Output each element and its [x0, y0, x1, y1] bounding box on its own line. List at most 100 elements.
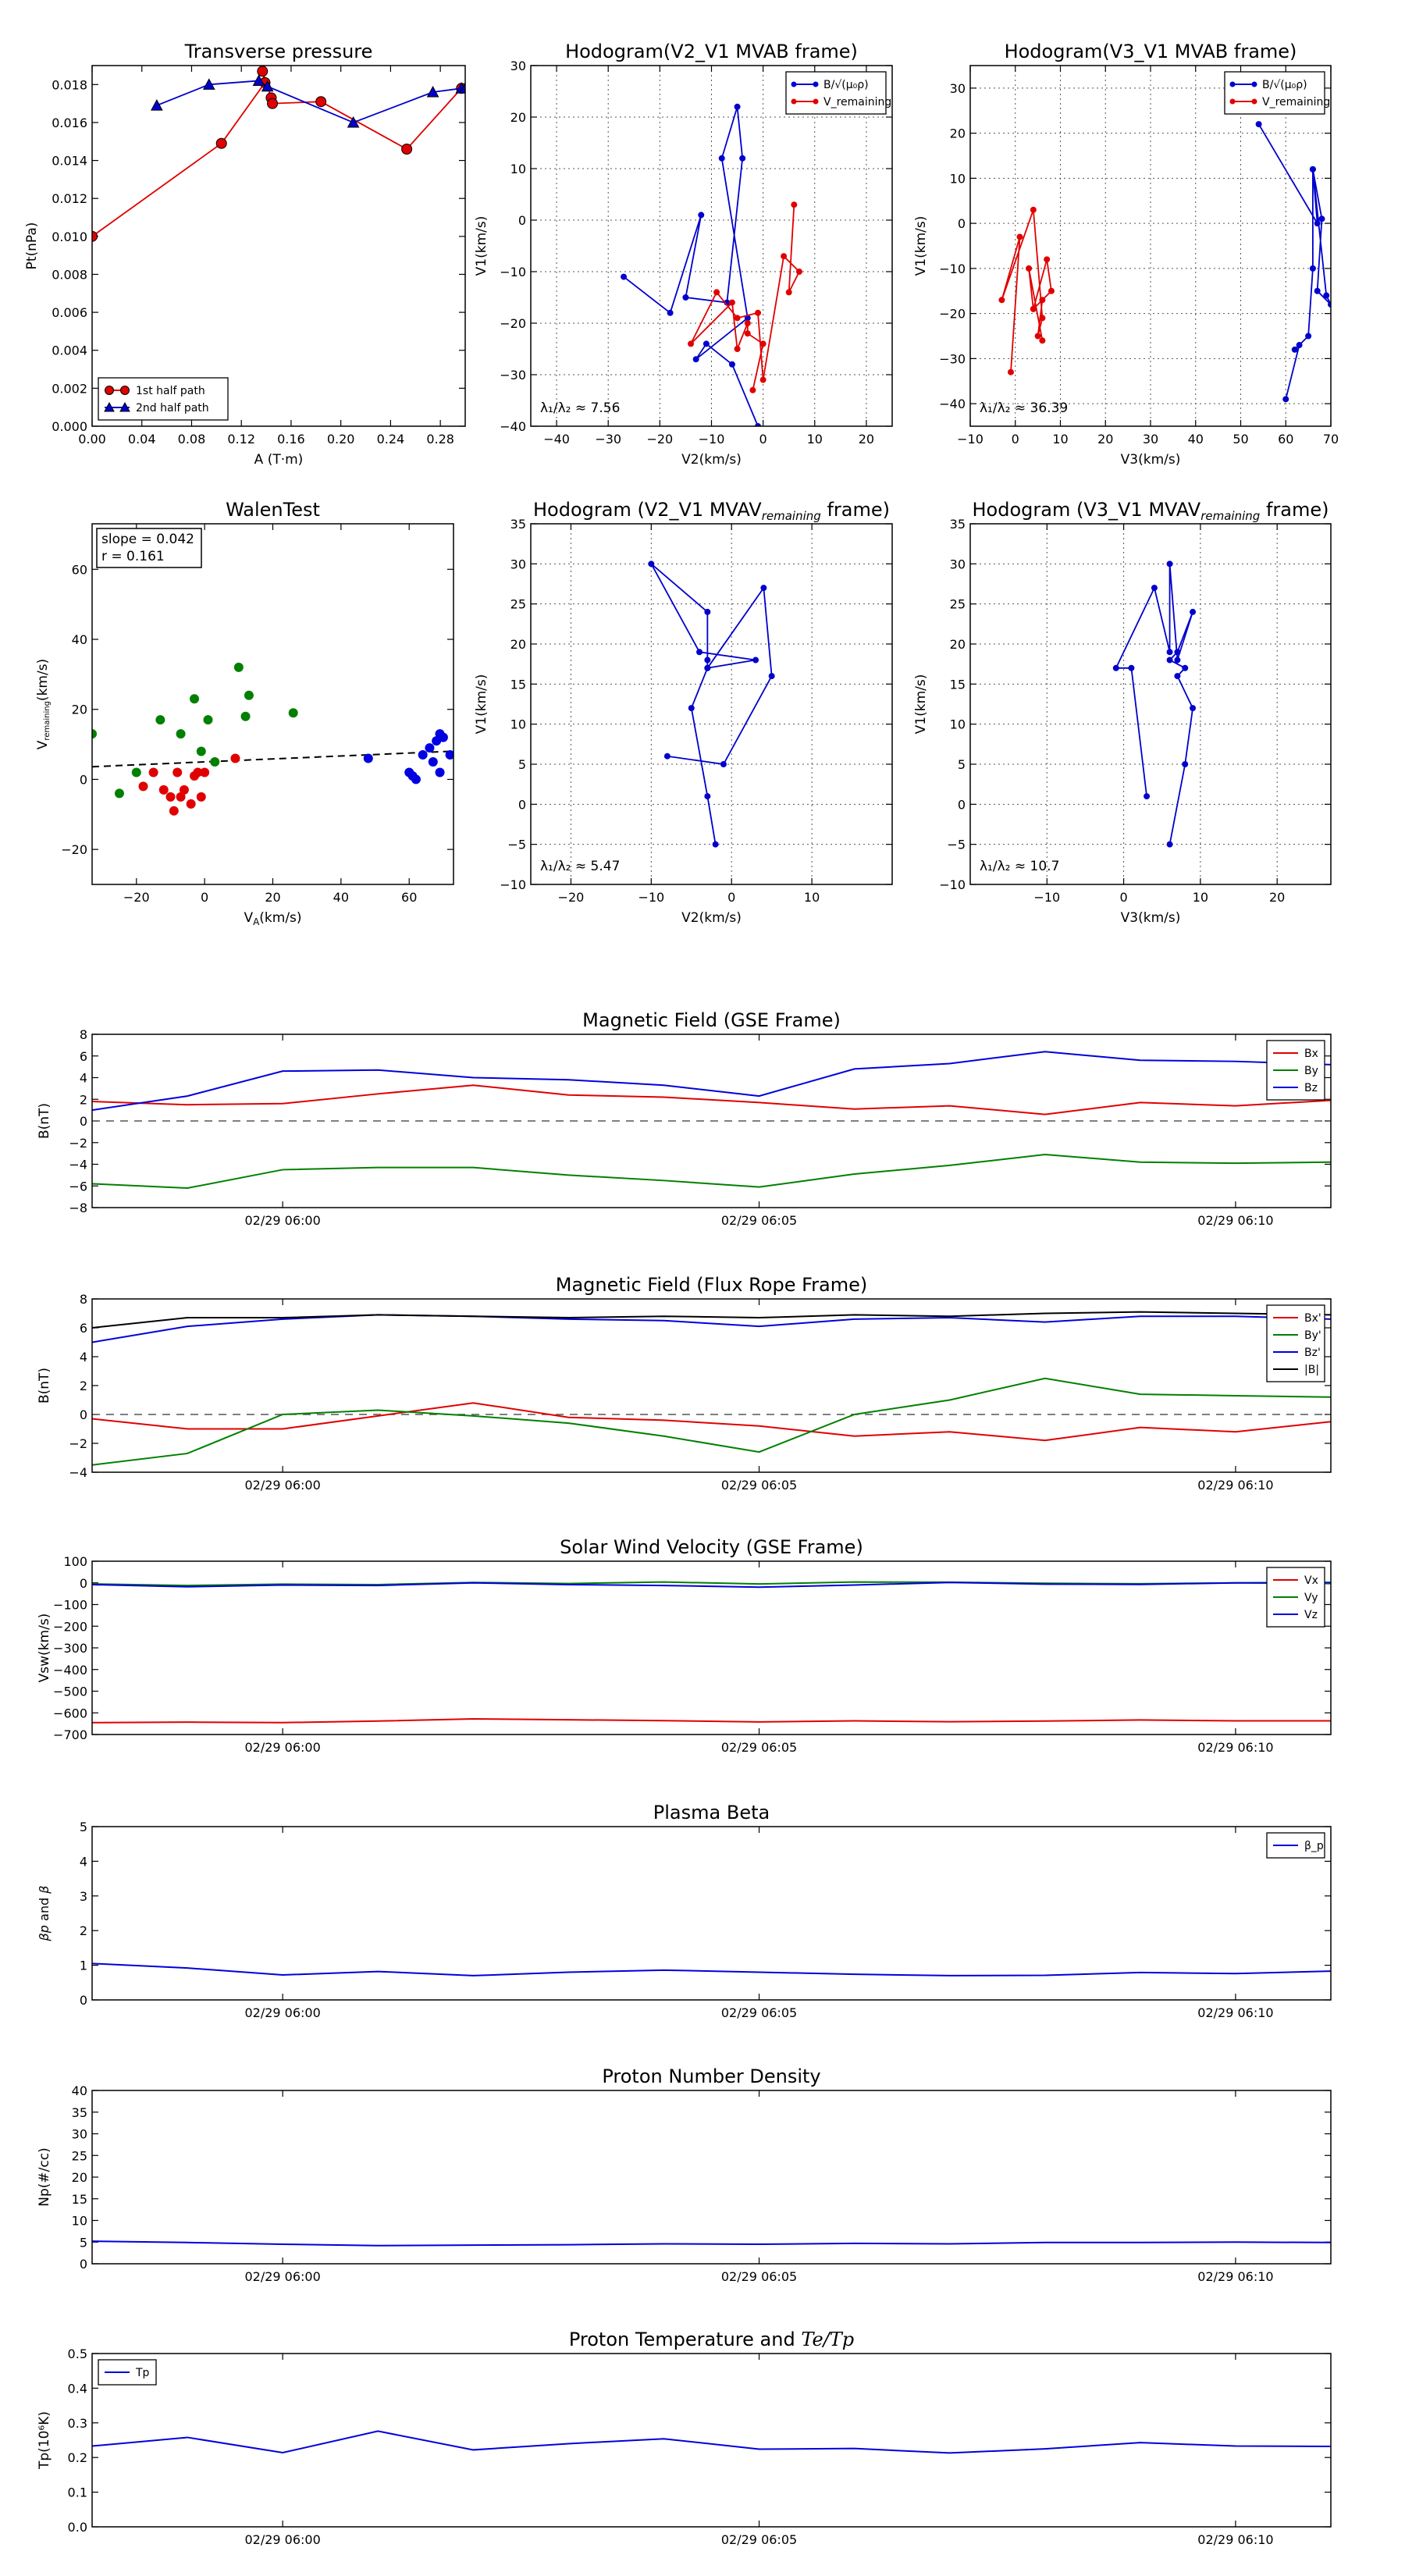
y-tick-label: 4 — [80, 1854, 87, 1869]
data-point — [696, 649, 703, 656]
data-point — [1016, 233, 1023, 240]
y-tick-label: 6 — [80, 1049, 87, 1064]
y-axis-label: Tp(10⁶K) — [37, 2411, 52, 2470]
plot-area — [92, 1311, 1331, 1466]
x-tick-label: 0 — [759, 432, 767, 447]
chart-title: Hodogram(V3_V1 MVAB frame) — [1005, 41, 1297, 62]
chart-bgse: Magnetic Field (GSE Frame) 02/29 06:00 02/… — [37, 1009, 1332, 1228]
series-line-3 — [92, 1311, 1331, 1329]
data-point — [155, 715, 165, 725]
legend-marker — [813, 98, 819, 105]
y-tick-label: −8 — [69, 1201, 87, 1215]
data-point — [1034, 333, 1041, 340]
y-tick-label: 20 — [72, 703, 87, 717]
y-tick-label: 0 — [958, 797, 966, 812]
data-point — [1048, 287, 1055, 294]
x-tick-label: 0.00 — [78, 432, 106, 447]
data-point — [347, 116, 360, 128]
y-tick-label: 10 — [510, 717, 526, 732]
series-line-2 — [92, 1314, 1331, 1343]
x-axis-label-sub: A — [253, 916, 260, 927]
chart-np: Proton Number Density 02/29 06:00 02/29 06… — [37, 2065, 1332, 2284]
data-point — [1166, 656, 1173, 664]
x-tick-label: 0.16 — [277, 432, 305, 447]
legend-label: Bz — [1304, 1082, 1318, 1094]
y-tick-label: 8 — [80, 1027, 87, 1042]
legend: B/√(μ₀ρ) V_remaining — [785, 71, 891, 115]
data-point — [718, 155, 725, 162]
data-point — [682, 294, 689, 301]
title-tail: frame) — [821, 499, 890, 521]
chart-title: Magnetic Field (GSE Frame) — [582, 1009, 841, 1031]
y-tick-label: −10 — [939, 877, 966, 892]
title-subscript: remaining — [762, 509, 821, 523]
data-point — [1128, 664, 1135, 671]
legend-marker — [104, 401, 115, 412]
data-point — [1144, 793, 1151, 800]
y-axis-label: V1(km/s) — [474, 216, 489, 276]
x-tick-label: 02/29 06:10 — [1197, 1740, 1273, 1755]
legend-marker — [120, 386, 130, 395]
data-point — [186, 799, 196, 809]
x-tick-label: −10 — [957, 432, 984, 447]
y-tick-label: 20 — [950, 126, 966, 141]
series-line-2 — [92, 1051, 1331, 1112]
fit-line — [92, 750, 454, 768]
data-point — [203, 715, 213, 725]
data-point — [267, 98, 279, 109]
y-tick-label: 25 — [510, 597, 526, 612]
plot-area — [621, 103, 802, 426]
legend-marker — [813, 81, 819, 87]
data-point — [411, 774, 421, 785]
x-tick-label: 10 — [807, 432, 823, 447]
chart-title: Solar Wind Velocity (GSE Frame) — [560, 1536, 863, 1558]
x-tick-label: 60 — [401, 890, 417, 905]
data-point — [1309, 265, 1316, 272]
chart-tp: Transverse pressure 0.00 0.04 0.08 0.12 0.16 0… — [24, 41, 466, 468]
y-tick-label: 20 — [510, 637, 526, 652]
data-point — [173, 767, 183, 777]
data-point — [688, 705, 695, 712]
x-tick-label: 02/29 06:00 — [244, 2005, 320, 2020]
plot-frame — [91, 2090, 1332, 2265]
x-tick-label: 10 — [804, 890, 820, 905]
plot-area — [92, 1581, 1331, 1724]
y-tick-label: 25 — [72, 2148, 87, 2163]
legend-label: 1st half path — [136, 385, 205, 397]
chart-hodo4: Hodogram (V3_V1 MVAVremaining frame) −10 0… — [913, 499, 1332, 926]
y-axis-label-beta-p: βp — [37, 1925, 52, 1941]
data-point — [193, 767, 203, 777]
data-point — [1007, 368, 1014, 375]
x-tick-label: −20 — [646, 432, 673, 447]
y-tick-label: −300 — [53, 1641, 87, 1656]
plot-area — [998, 121, 1331, 403]
series-line-1 — [92, 1154, 1331, 1190]
data-point — [755, 423, 762, 426]
x-tick-label: 02/29 06:10 — [1197, 1213, 1273, 1228]
y-tick-label: 0.012 — [52, 191, 87, 206]
series-line-0 — [92, 1962, 1331, 1976]
y-tick-label: −700 — [53, 1727, 87, 1742]
x-tick-label: 02/29 06:10 — [1197, 2005, 1273, 2020]
plot-frame — [91, 65, 466, 427]
legend-box — [785, 71, 887, 115]
y-tick-label: 0.0 — [68, 2520, 87, 2535]
x-tick-label: −10 — [638, 890, 664, 905]
y-tick-label: −20 — [939, 307, 966, 322]
y-axis-label: Vsw(km/s) — [37, 1614, 52, 1683]
title-main: Proton Temperature and — [569, 2329, 801, 2350]
data-point — [257, 66, 269, 77]
data-point — [1174, 673, 1181, 680]
chart-title: Transverse pressure — [184, 41, 373, 62]
legend-marker — [105, 386, 114, 395]
y-tick-label: −5 — [507, 838, 526, 852]
data-point — [744, 330, 751, 337]
data-point — [1314, 220, 1321, 227]
data-point — [288, 708, 298, 718]
data-point — [240, 711, 251, 721]
data-point — [688, 340, 695, 347]
legend-label: By — [1304, 1065, 1318, 1077]
data-point — [418, 750, 428, 760]
